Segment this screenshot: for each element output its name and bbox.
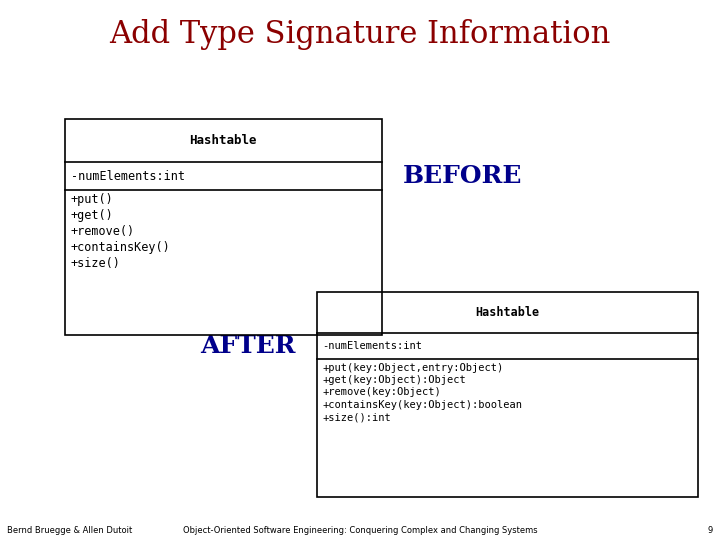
Text: Object-Oriented Software Engineering: Conquering Complex and Changing Systems: Object-Oriented Software Engineering: Co…: [183, 525, 537, 535]
Text: Hashtable: Hashtable: [189, 134, 257, 147]
Bar: [65, 119, 382, 335]
Text: Bernd Bruegge & Allen Dutoit: Bernd Bruegge & Allen Dutoit: [7, 525, 132, 535]
Bar: [65, 119, 382, 335]
Text: BEFORE: BEFORE: [403, 164, 523, 188]
Text: -numElements:int: -numElements:int: [71, 170, 184, 183]
Text: +put()
+get()
+remove()
+containsKey()
+size(): +put() +get() +remove() +containsKey() +…: [71, 193, 171, 271]
Text: Add Type Signature Information: Add Type Signature Information: [109, 19, 611, 50]
Text: AFTER: AFTER: [199, 334, 295, 358]
Text: -numElements:int: -numElements:int: [323, 341, 423, 351]
Text: +put(key:Object,entry:Object)
+get(key:Object):Object
+remove(key:Object)
+conta: +put(key:Object,entry:Object) +get(key:O…: [323, 362, 523, 422]
Bar: [317, 292, 698, 497]
Text: Hashtable: Hashtable: [475, 306, 540, 319]
Text: 9: 9: [708, 525, 713, 535]
Bar: [317, 292, 698, 497]
